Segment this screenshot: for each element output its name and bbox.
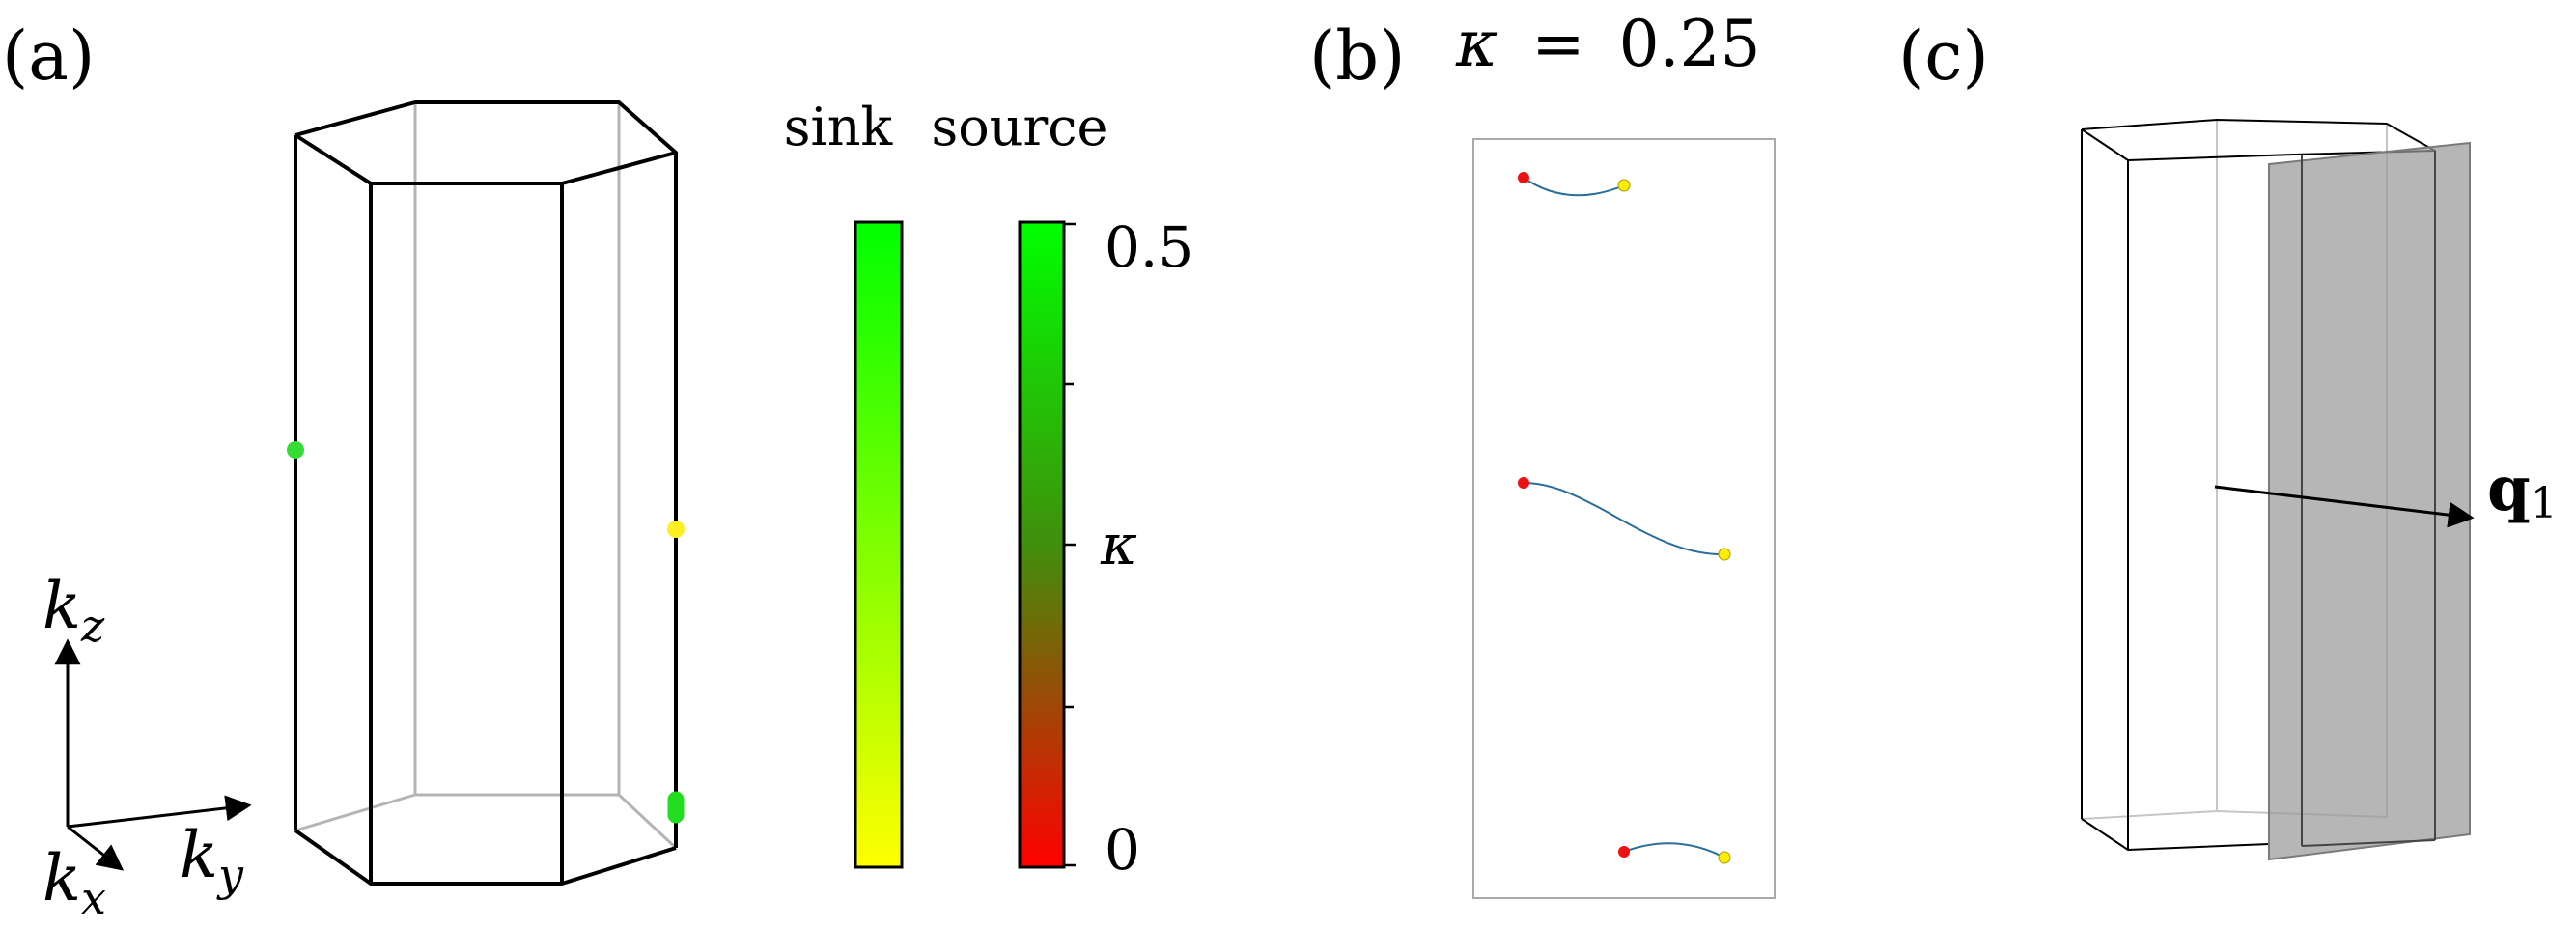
- tick-label-top: 0.5: [1105, 214, 1193, 280]
- fermi-arc-top: [1523, 177, 1625, 197]
- sink-label: sink: [784, 97, 894, 157]
- panel-b-title: κ = 0.25: [1455, 7, 1761, 81]
- sink-point: [1617, 179, 1631, 192]
- bottom-hexagon-front: [294, 829, 677, 886]
- kx-label-sub: x: [81, 872, 106, 924]
- hidden-edge: [294, 793, 416, 832]
- panel-b-title-equals: =: [1531, 7, 1584, 81]
- panel-b-title-kappa: κ: [1455, 7, 1498, 81]
- bottom-edge-through-plane: [2301, 839, 2436, 847]
- panel-b-label: (b): [1309, 16, 1405, 96]
- tick-label-mid: κ: [1100, 512, 1137, 577]
- kz-label-base: k: [42, 569, 81, 643]
- ky-label: ky: [180, 818, 244, 901]
- projection-plane: [2268, 141, 2471, 861]
- hidden-edge: [2081, 810, 2218, 820]
- weyl-point-yellow: [667, 521, 685, 538]
- axes-triad: kz kx ky: [42, 569, 252, 924]
- sink-point: [1718, 548, 1731, 561]
- brillouin-zone-a: [294, 100, 678, 886]
- q1-label-base: q: [2487, 453, 2531, 525]
- source-point: [1518, 477, 1529, 489]
- weyl-point-green: [287, 441, 304, 459]
- kx-axis-arrow: [67, 825, 125, 871]
- fermi-arc-bottom: [1623, 842, 1725, 859]
- panel-b-frame: [1472, 138, 1776, 899]
- q1-label: q1: [2487, 453, 2558, 528]
- ky-axis-arrow: [67, 795, 252, 829]
- brillouin-zone-c: q1: [2081, 119, 2558, 861]
- source-point: [1518, 172, 1529, 183]
- kx-label-base: k: [42, 841, 81, 915]
- source-point: [1618, 846, 1630, 858]
- kz-label-sub: z: [80, 600, 105, 652]
- fermi-arc-middle: [1523, 482, 1725, 556]
- panel-c-label: (c): [1898, 16, 1989, 96]
- q1-vector-arrow: [2214, 485, 2475, 528]
- weyl-points-a: [287, 134, 685, 845]
- tick-label-bottom: 0: [1105, 817, 1140, 883]
- hidden-edge: [617, 793, 678, 850]
- q1-label-sub: 1: [2531, 479, 2558, 528]
- sink-colorbar: [854, 220, 904, 869]
- kz-label: kz: [42, 569, 105, 652]
- source-colorbar: [1018, 220, 1066, 869]
- ky-label-sub: y: [216, 849, 244, 901]
- ky-label-base: k: [180, 818, 218, 892]
- sink-point: [1718, 851, 1731, 864]
- source-label: source: [931, 97, 1107, 157]
- panel-b-plot: [1472, 138, 1776, 899]
- bottom-hexagon-c: [2081, 818, 2270, 851]
- panel-a-label: (a): [2, 16, 95, 96]
- colorbars: sink source 0.5 κ 0: [784, 97, 1193, 883]
- panel-b-title-value: 0.25: [1619, 7, 1761, 81]
- kx-label: kx: [42, 841, 106, 924]
